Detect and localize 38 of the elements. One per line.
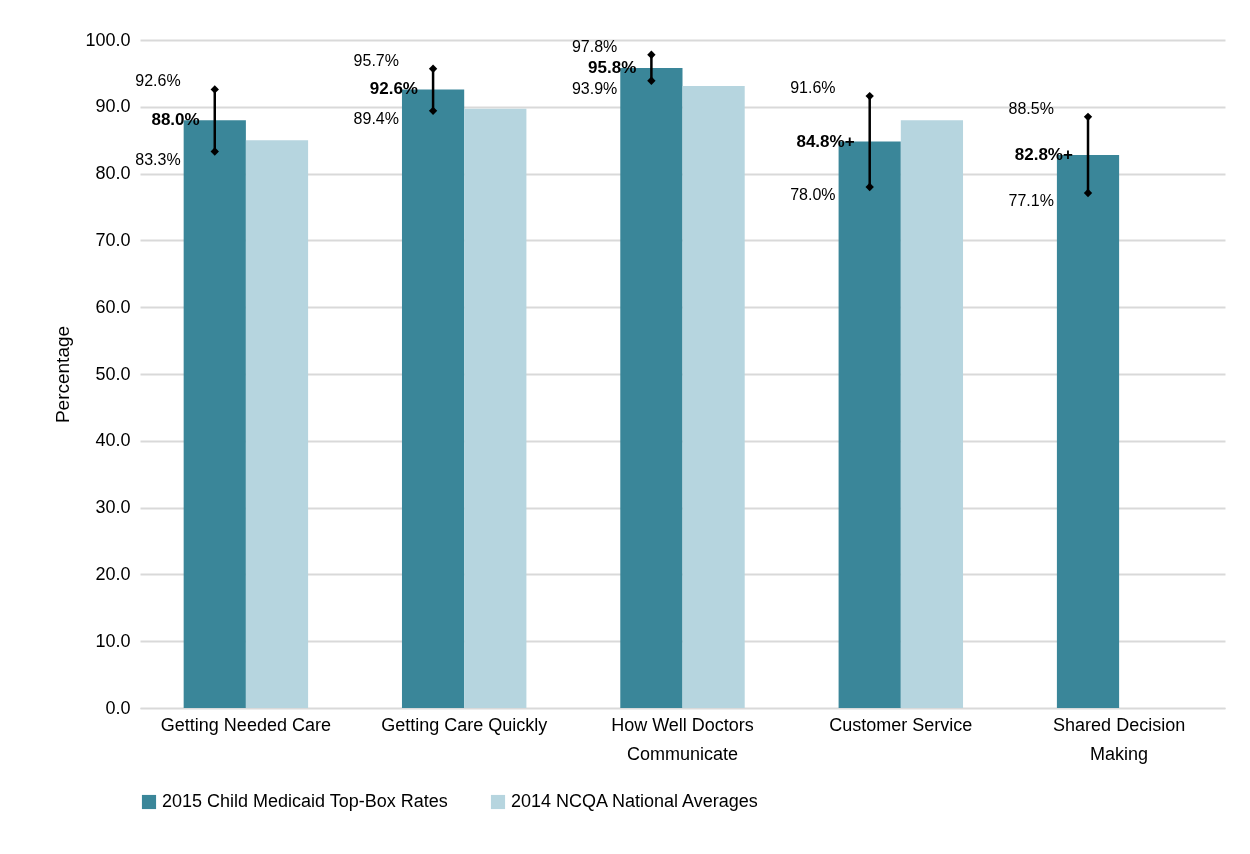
data-label: 88.0% — [151, 110, 200, 130]
data-label: 92.6% — [369, 79, 418, 99]
y-tick-label: 50.0 — [95, 363, 131, 384]
annotation: 77.1% — [1008, 191, 1054, 209]
x-tick-label: Getting Needed Care — [160, 714, 331, 735]
x-tick-label: Getting Care Quickly — [381, 714, 548, 735]
annotation: 83.3% — [135, 150, 181, 168]
y-tick-label: 100.0 — [85, 29, 131, 50]
y-tick-label: 70.0 — [95, 229, 131, 250]
x-tick-label: Shared Decision Making — [1053, 714, 1186, 764]
y-tick-label: 40.0 — [95, 430, 131, 451]
annotation: 91.6% — [790, 79, 836, 97]
annotation: 92.6% — [135, 72, 181, 90]
y-tick-label: 0.0 — [105, 697, 131, 718]
annotation: 89.4% — [353, 109, 399, 127]
annotation: 78.0% — [790, 185, 836, 203]
y-tick-label: 20.0 — [95, 563, 131, 584]
bar — [245, 140, 309, 708]
y-axis-title: Percentage — [52, 325, 74, 424]
y-tick-label: 60.0 — [95, 296, 131, 317]
annotation: 95.7% — [353, 51, 399, 69]
y-tick-label: 90.0 — [95, 96, 131, 117]
y-tick-label: 80.0 — [95, 163, 131, 184]
annotation: 97.8% — [571, 37, 618, 55]
annotation: 93.9% — [571, 79, 618, 97]
x-tick-label: Customer Service — [829, 714, 973, 735]
bar — [682, 86, 745, 708]
x-tick-label: How Well Doctors Communicate — [611, 714, 754, 764]
bar — [900, 120, 964, 708]
legend-label: 2015 Child Medicaid Top-Box Rates — [162, 791, 448, 811]
data-label: 84.8%+ — [796, 131, 855, 151]
data-label: 95.8% — [588, 58, 637, 78]
bar — [464, 108, 527, 708]
y-tick-label: 30.0 — [95, 497, 131, 518]
legend-label: 2014 NCQA National Averages — [511, 791, 758, 811]
annotation: 88.5% — [1008, 99, 1054, 117]
y-tick-label: 10.0 — [95, 630, 131, 651]
data-label: 82.8%+ — [1014, 144, 1073, 164]
